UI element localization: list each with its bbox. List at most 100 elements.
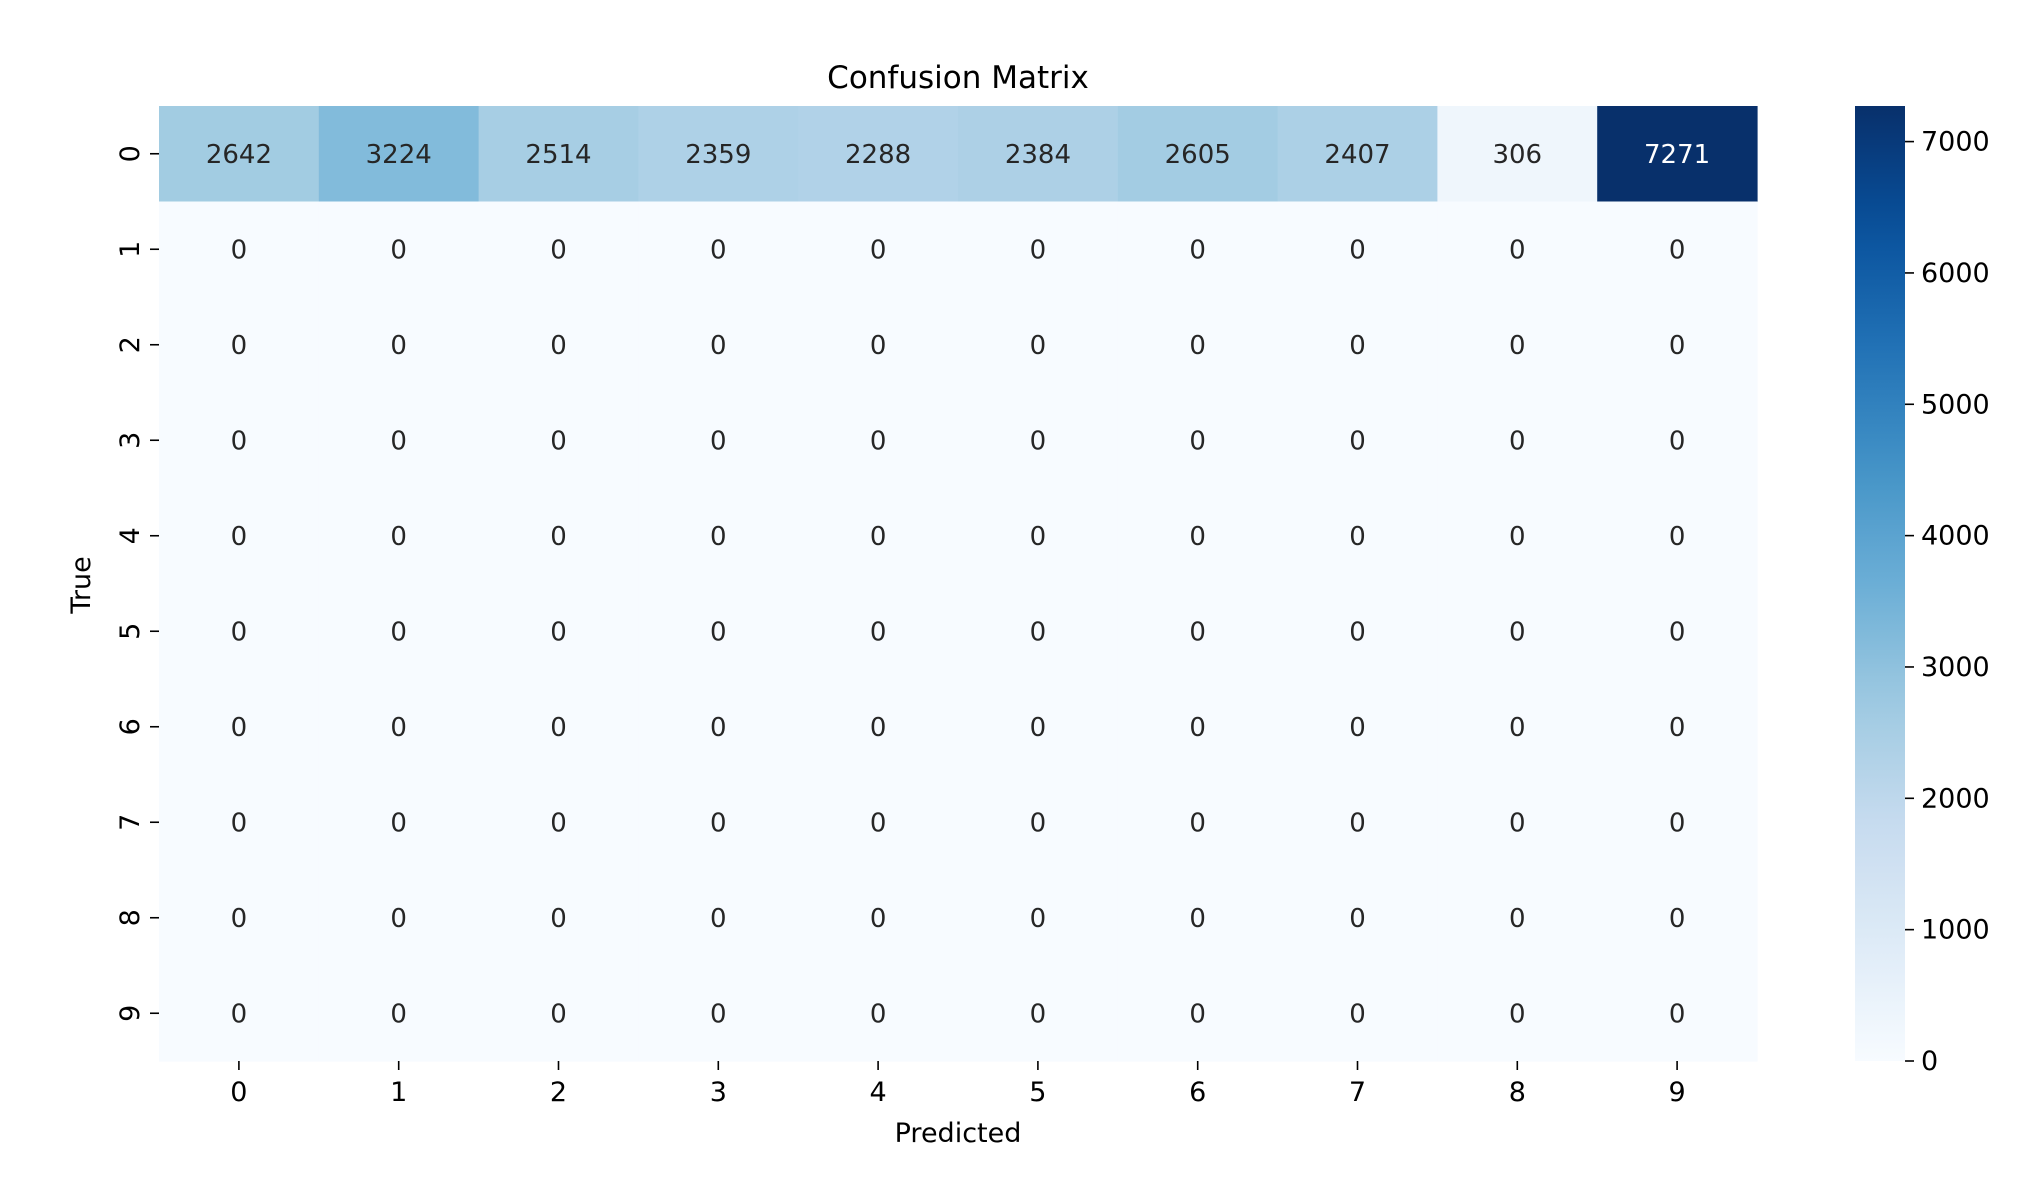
heatmap-cell-r8-c3	[638, 870, 799, 967]
heatmap-cell-r9-c0	[159, 965, 320, 1062]
heatmap-cell-r4-c2	[478, 488, 639, 585]
cell-value-label: 0	[550, 808, 567, 838]
heatmap-cell-r7-c7	[1277, 774, 1438, 871]
heatmap-cell-r8-c6	[1117, 870, 1279, 967]
heatmap-cell-r4-c6	[1117, 488, 1279, 585]
cell-value-label: 0	[1669, 617, 1686, 647]
heatmap-cell-r2-c7	[1277, 297, 1438, 394]
heatmap-cell-r3-c8	[1437, 392, 1598, 489]
cell-value-label: 0	[1030, 331, 1047, 361]
heatmap-cell-r1-c5	[958, 201, 1119, 298]
x-tick-label: 0	[230, 1077, 247, 1108]
cell-value-label: 0	[1349, 999, 1366, 1029]
cell-value-label: 0	[1669, 999, 1686, 1029]
y-tick-label: 0	[115, 145, 146, 162]
heatmap-cell-r0-c8	[1437, 106, 1598, 203]
cell-value-label: 0	[870, 235, 887, 265]
heatmap-cell-r8-c1	[318, 870, 480, 967]
y-tick-label: 4	[115, 527, 146, 544]
y-tick-label: 2	[115, 336, 146, 353]
heatmap-cell-r7-c9	[1597, 774, 1758, 871]
cell-value-label: 0	[390, 999, 407, 1029]
cell-value-label: 0	[1349, 617, 1366, 647]
cell-value-label: 0	[1509, 617, 1526, 647]
cell-value-label: 0	[231, 904, 248, 934]
heatmap-cell-r2-c2	[478, 297, 639, 394]
heatmap-cell-r2-c5	[958, 297, 1119, 394]
heatmap-cell-r3-c5	[958, 392, 1119, 489]
cell-value-label: 0	[1509, 808, 1526, 838]
heatmap-cell-r1-c9	[1597, 201, 1758, 298]
cell-value-label: 0	[550, 426, 567, 456]
heatmap-cell-r2-c6	[1117, 297, 1279, 394]
cell-value-label: 0	[1030, 713, 1047, 743]
heatmap-cell-r8-c7	[1277, 870, 1438, 967]
cell-value-label: 2605	[1165, 140, 1231, 170]
heatmap-cell-r8-c2	[478, 870, 639, 967]
colorbar: 0 1000 2000 3000 4000 5000 6000 7000	[1855, 106, 1990, 1077]
heatmap-cell-r7-c6	[1117, 774, 1279, 871]
cell-value-label: 0	[390, 522, 407, 552]
cell-value-label: 0	[870, 331, 887, 361]
cell-value-label: 0	[1509, 235, 1526, 265]
cell-value-label: 0	[1030, 235, 1047, 265]
heatmap-cell-r3-c3	[638, 392, 799, 489]
cell-value-label: 2288	[845, 140, 911, 170]
cell-value-label: 0	[1030, 999, 1047, 1029]
cell-value-label: 0	[231, 617, 248, 647]
colorbar-tick-label: 1000	[1921, 915, 1990, 946]
cell-value-label: 0	[550, 522, 567, 552]
heatmap-cell-r4-c1	[318, 488, 480, 585]
y-tick-label: 8	[115, 909, 146, 926]
cell-value-label: 0	[710, 522, 727, 552]
heatmap-cell-r3-c2	[478, 392, 639, 489]
cell-value-label: 2384	[1005, 140, 1071, 170]
heatmap-cell-r8-c5	[958, 870, 1119, 967]
heatmap-cell-r1-c6	[1117, 201, 1279, 298]
heatmap-annotations: 2642 3224 2514 2359 2288 2384 2605 2407 306 7271 0…	[206, 140, 1710, 1030]
chart-title: Confusion Matrix	[827, 60, 1089, 96]
heatmap-cell-r9-c4	[798, 965, 959, 1062]
cell-value-label: 0	[1669, 904, 1686, 934]
x-tick-label: 6	[1189, 1077, 1206, 1108]
cell-value-label: 0	[390, 617, 407, 647]
heatmap-cell-r6-c5	[958, 679, 1119, 776]
heatmap-cell-r4-c3	[638, 488, 799, 585]
cell-value-label: 0	[231, 808, 248, 838]
cell-value-label: 0	[870, 999, 887, 1029]
cell-value-label: 0	[1189, 426, 1206, 456]
cell-value-label: 0	[1509, 713, 1526, 743]
cell-value-label: 0	[550, 904, 567, 934]
heatmap-cell-r3-c4	[798, 392, 959, 489]
cell-value-label: 0	[870, 522, 887, 552]
x-tick-label: 5	[1029, 1077, 1046, 1108]
cell-value-label: 0	[710, 999, 727, 1029]
heatmap-cell-r2-c3	[638, 297, 799, 394]
heatmap-cell-r1-c4	[798, 201, 959, 298]
cell-value-label: 0	[390, 426, 407, 456]
cell-value-label: 0	[1669, 808, 1686, 838]
heatmap-cell-r6-c8	[1437, 679, 1598, 776]
cell-value-label: 0	[390, 235, 407, 265]
cell-value-label: 0	[1669, 713, 1686, 743]
heatmap-cell-r4-c0	[159, 488, 320, 585]
heatmap-cell-r5-c9	[1597, 583, 1758, 680]
cell-value-label: 0	[1509, 522, 1526, 552]
cell-value-label: 0	[1189, 999, 1206, 1029]
cell-value-label: 0	[550, 999, 567, 1029]
cell-value-label: 0	[390, 904, 407, 934]
cell-value-label: 0	[710, 713, 727, 743]
heatmap-cell-r5-c5	[958, 583, 1119, 680]
cell-value-label: 0	[710, 426, 727, 456]
cell-value-label: 0	[870, 617, 887, 647]
y-tick-label: 3	[115, 432, 146, 449]
heatmap-cell-r4-c7	[1277, 488, 1438, 585]
cell-value-label: 0	[231, 522, 248, 552]
heatmap-cell-r9-c5	[958, 965, 1119, 1062]
cell-value-label: 0	[1030, 522, 1047, 552]
heatmap-cell-r0-c5	[958, 106, 1119, 203]
heatmap-cell-r4-c5	[958, 488, 1119, 585]
heatmap-cell-r8-c4	[798, 870, 959, 967]
cell-value-label: 0	[550, 331, 567, 361]
heatmap-cell-r6-c0	[159, 679, 320, 776]
